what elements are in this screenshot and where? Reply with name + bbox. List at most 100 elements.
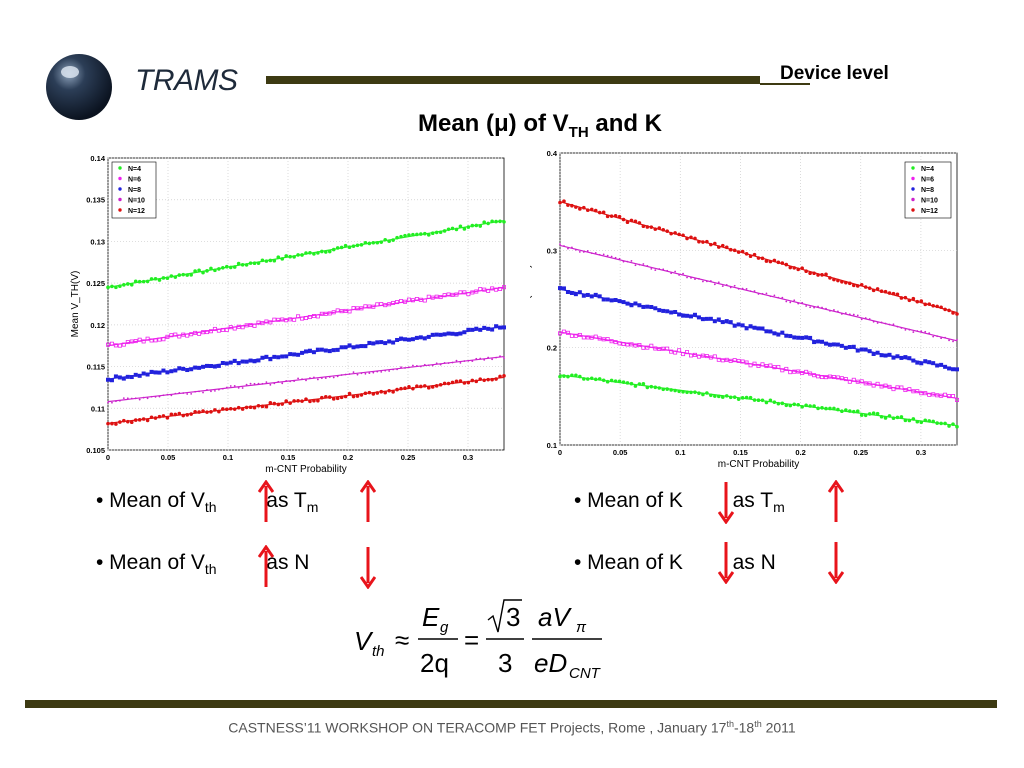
data-point xyxy=(197,331,202,336)
data-point xyxy=(430,231,435,236)
data-point xyxy=(883,353,888,358)
data-point xyxy=(829,309,831,312)
data-point xyxy=(721,285,724,288)
data-point xyxy=(768,329,773,334)
data-point xyxy=(678,274,680,276)
data-point xyxy=(340,374,343,376)
data-point xyxy=(442,381,447,386)
data-point xyxy=(414,335,419,340)
data-point xyxy=(315,314,320,319)
data-point xyxy=(915,419,920,424)
data-point xyxy=(649,343,654,348)
data-point xyxy=(637,221,642,225)
data-point xyxy=(157,370,162,375)
data-point xyxy=(371,341,376,346)
data-point xyxy=(871,351,876,356)
data-point xyxy=(825,307,827,310)
data-point xyxy=(768,398,773,403)
svg-text:aV: aV xyxy=(538,602,572,632)
data-point xyxy=(129,339,134,344)
data-point xyxy=(899,415,904,419)
data-point xyxy=(919,391,924,396)
data-point xyxy=(474,379,479,384)
data-point xyxy=(288,254,292,259)
data-point xyxy=(327,249,332,254)
data-point xyxy=(161,368,166,373)
data-point xyxy=(454,292,459,297)
data-point xyxy=(320,395,324,400)
data-point xyxy=(260,404,265,409)
data-point xyxy=(189,367,194,372)
data-point xyxy=(705,239,709,244)
series-N=6 xyxy=(557,329,959,402)
data-point xyxy=(490,219,494,224)
data-point xyxy=(367,304,372,309)
data-point xyxy=(658,268,661,270)
data-point xyxy=(685,390,689,395)
data-point xyxy=(907,356,912,361)
data-point xyxy=(827,374,832,379)
data-point xyxy=(744,326,749,331)
data-point xyxy=(173,412,178,417)
data-point xyxy=(491,358,494,361)
data-point xyxy=(792,335,797,340)
y-tick-label: 0.1 xyxy=(547,441,557,450)
legend-label: N=8 xyxy=(921,187,934,194)
data-point xyxy=(856,314,859,317)
data-point xyxy=(323,311,328,316)
legend-label: N=10 xyxy=(921,198,938,205)
data-point xyxy=(641,382,646,386)
data-point xyxy=(450,331,455,336)
data-point xyxy=(911,358,916,363)
data-point xyxy=(704,316,709,321)
data-point xyxy=(402,299,407,304)
data-point xyxy=(812,404,816,408)
data-point xyxy=(224,361,229,366)
data-point xyxy=(384,369,387,372)
data-point xyxy=(666,269,669,272)
data-point xyxy=(598,253,601,256)
data-point xyxy=(947,424,951,428)
data-point xyxy=(871,288,876,293)
data-point xyxy=(359,306,364,311)
plot-area xyxy=(107,157,505,451)
data-point xyxy=(260,258,265,263)
data-point xyxy=(344,373,347,376)
data-point xyxy=(728,320,733,325)
data-point xyxy=(364,372,367,375)
data-point xyxy=(582,251,585,253)
data-point xyxy=(847,379,852,384)
y-tick-label: 0.115 xyxy=(87,363,105,372)
data-point xyxy=(305,379,307,382)
data-point xyxy=(300,253,304,257)
data-point xyxy=(347,245,352,250)
data-point xyxy=(629,342,634,347)
data-point xyxy=(681,233,685,238)
data-point xyxy=(748,324,753,329)
data-point xyxy=(462,290,467,295)
data-point xyxy=(490,377,494,382)
data-point xyxy=(947,366,952,371)
data-point xyxy=(716,317,721,322)
data-point xyxy=(923,391,928,396)
data-point xyxy=(442,229,447,233)
data-point xyxy=(784,333,789,338)
x-tick-label: 0.1 xyxy=(675,448,685,457)
data-point xyxy=(161,276,166,280)
data-point xyxy=(633,384,638,388)
data-point xyxy=(924,330,927,333)
data-point xyxy=(244,359,249,364)
data-point xyxy=(562,374,566,378)
data-point xyxy=(498,325,503,330)
data-point xyxy=(193,269,197,273)
data-point xyxy=(193,330,198,335)
data-point xyxy=(213,268,217,273)
y-tick-label: 0.105 xyxy=(86,446,105,455)
data-point xyxy=(804,403,808,408)
data-point xyxy=(363,304,368,309)
data-point xyxy=(737,287,740,290)
data-point xyxy=(776,332,781,337)
data-point xyxy=(935,363,940,368)
data-point xyxy=(669,310,674,315)
data-point xyxy=(284,399,288,403)
